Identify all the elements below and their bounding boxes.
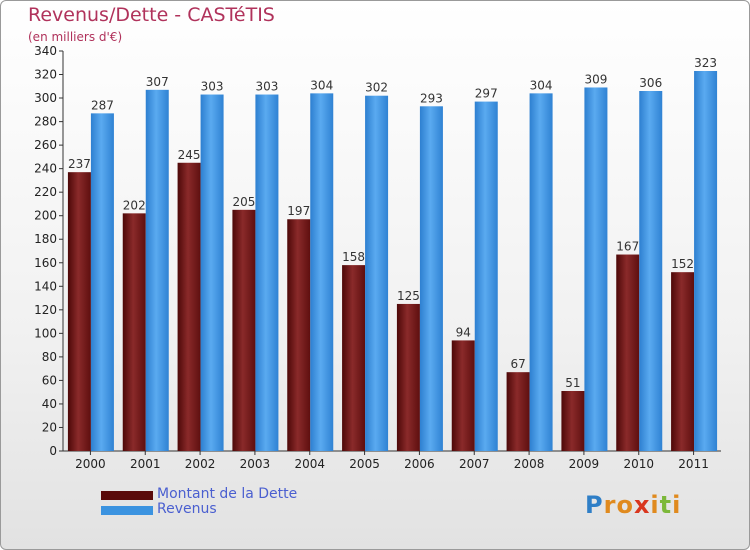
- y-tick-label: 0: [49, 444, 57, 458]
- data-label-revenus-2010: 306: [639, 76, 662, 90]
- data-label-debt-2002: 245: [178, 148, 201, 162]
- data-label-revenus-2006: 293: [420, 91, 443, 105]
- bar-chart: 0 20 40 60 80 100 120 140 160 180 200 220 240 260 280 3…: [34, 44, 721, 471]
- data-label-debt-2011: 152: [671, 257, 694, 271]
- bar-debt-2001: [122, 213, 146, 451]
- bar-revenus-2002: [200, 94, 224, 451]
- bar-debt-2007: [451, 340, 475, 451]
- chart-title: Revenus/Dette - CASTéTIS: [28, 4, 275, 26]
- data-label-revenus-2007: 297: [475, 87, 498, 101]
- logo-letter: P: [585, 491, 604, 519]
- x-tick-label: 2002: [185, 457, 216, 471]
- y-tick-label: 340: [34, 44, 57, 58]
- data-label-debt-2007: 94: [456, 325, 471, 339]
- chart-subtitle: (en milliers d'€): [28, 30, 123, 44]
- y-tick-label: 300: [34, 91, 57, 105]
- bar-debt-2003: [232, 209, 256, 451]
- data-label-debt-2008: 67: [510, 357, 525, 371]
- bar-revenus-2005: [365, 95, 389, 452]
- x-tick-label: 2007: [459, 457, 490, 471]
- data-label-revenus-2003: 303: [255, 80, 278, 94]
- data-label-debt-2005: 158: [342, 250, 365, 264]
- data-label-debt-2004: 197: [287, 204, 310, 218]
- legend-label-debt: Montant de la Dette: [157, 486, 298, 502]
- data-label-debt-2001: 202: [123, 198, 146, 212]
- logo-letter: i: [672, 491, 682, 519]
- bar-debt-2010: [616, 254, 640, 451]
- y-tick-label: 200: [34, 209, 57, 223]
- bars: [67, 71, 718, 452]
- bar-revenus-2011: [694, 71, 718, 451]
- y-tick-label: 120: [34, 303, 57, 317]
- bar-revenus-2000: [90, 113, 114, 452]
- logo-letter: r: [603, 491, 617, 519]
- bar-revenus-2001: [145, 89, 169, 451]
- y-tick-label: 40: [42, 397, 57, 411]
- logo-letter: i: [650, 491, 660, 519]
- y-tick-label: 280: [34, 115, 57, 129]
- logo-letter: x: [633, 491, 651, 519]
- bar-revenus-2008: [529, 93, 553, 452]
- data-label-revenus-2011: 323: [694, 56, 717, 70]
- data-label-debt-2003: 205: [232, 195, 255, 209]
- bar-revenus-2003: [255, 94, 279, 451]
- bar-debt-2002: [177, 162, 201, 451]
- data-label-revenus-2009: 309: [584, 72, 607, 86]
- x-tick-label: 2006: [404, 457, 435, 471]
- logo-letter: t: [659, 491, 673, 519]
- data-label-debt-2010: 167: [616, 240, 639, 254]
- x-tick-label: 2010: [623, 457, 654, 471]
- bar-debt-2005: [342, 265, 366, 451]
- bar-revenus-2006: [419, 106, 443, 451]
- bar-revenus-2007: [474, 101, 498, 452]
- x-tick-label: 2000: [75, 457, 106, 471]
- y-tick-label: 160: [34, 256, 57, 270]
- y-tick-label: 80: [42, 350, 57, 364]
- y-tick-label: 240: [34, 162, 57, 176]
- proxiti-logo: Proxiti: [585, 491, 681, 519]
- x-tick-label: 2011: [678, 457, 709, 471]
- bar-debt-2000: [67, 172, 91, 452]
- x-tick-label: 2003: [240, 457, 271, 471]
- y-tick-label: 260: [34, 138, 57, 152]
- x-tick-label: 2001: [130, 457, 161, 471]
- data-labels: 237 287 202 307 245 303 205 303 197 304 158 302 125 2…: [68, 56, 717, 390]
- data-label-debt-2006: 125: [397, 289, 420, 303]
- legend-swatch-debt: [101, 491, 153, 500]
- x-tick-label: 2004: [294, 457, 325, 471]
- y-tick-label: 60: [42, 373, 57, 387]
- bar-revenus-2004: [310, 93, 334, 452]
- bar-debt-2006: [396, 303, 420, 451]
- axes: 0 20 40 60 80 100 120 140 160 180 200 220 240 260 280 3…: [34, 44, 721, 471]
- data-label-revenus-2001: 307: [146, 75, 169, 89]
- y-tick-label: 320: [34, 68, 57, 82]
- bar-revenus-2009: [584, 87, 608, 452]
- y-tick-label: 20: [42, 420, 57, 434]
- logo-letter: o: [616, 491, 634, 519]
- data-label-revenus-2004: 304: [310, 78, 333, 92]
- bar-debt-2011: [671, 272, 695, 451]
- y-tick-label: 140: [34, 279, 57, 293]
- bar-debt-2008: [506, 372, 530, 451]
- data-label-debt-2000: 237: [68, 157, 91, 171]
- data-label-revenus-2000: 287: [91, 98, 114, 112]
- x-tick-label: 2008: [514, 457, 545, 471]
- y-tick-label: 180: [34, 232, 57, 246]
- bar-debt-2009: [561, 391, 585, 451]
- x-tick-label: 2009: [569, 457, 600, 471]
- legend-swatch-revenus: [101, 506, 153, 515]
- y-tick-label: 100: [34, 326, 57, 340]
- bar-revenus-2010: [639, 91, 663, 451]
- x-tick-label: 2005: [349, 457, 380, 471]
- data-label-revenus-2008: 304: [530, 78, 553, 92]
- y-tick-label: 220: [34, 185, 57, 199]
- legend-label-revenus: Revenus: [157, 501, 217, 517]
- data-label-revenus-2005: 302: [365, 81, 388, 95]
- bar-debt-2004: [287, 219, 311, 451]
- data-label-debt-2009: 51: [565, 376, 580, 390]
- data-label-revenus-2002: 303: [201, 80, 224, 94]
